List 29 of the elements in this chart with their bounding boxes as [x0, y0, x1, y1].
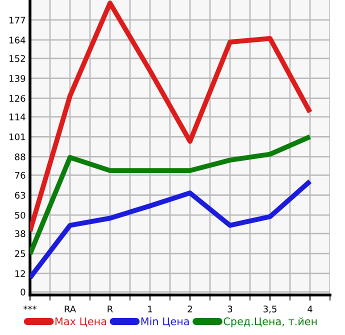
y-tick-label: 76	[15, 172, 26, 179]
line-series	[30, 0, 312, 234]
y-tick-label: 25	[15, 250, 26, 258]
y-tick-label: 152	[10, 55, 25, 62]
y-tick-label: 63	[14, 192, 26, 199]
x-tick-label: 4	[308, 306, 312, 312]
x-tick-label: RA	[64, 306, 76, 312]
x-tick-label: 3,5	[264, 306, 276, 314]
legend-label: Сред.Цена, т.йен	[224, 317, 317, 328]
y-tick-label: 101	[10, 133, 25, 140]
legend-label: Max Цена	[55, 318, 106, 327]
y-tick-label: 88	[14, 153, 26, 160]
line-series	[30, 134, 312, 257]
y-tick-label: 164	[10, 36, 26, 44]
y-tick-label: 126	[10, 95, 26, 102]
x-tick-label: 1	[148, 306, 152, 312]
y-tick-label: 0	[20, 288, 26, 296]
line-series	[30, 178, 312, 280]
y-tick-label: 12	[15, 270, 25, 277]
x-tick-label: ***	[24, 306, 36, 310]
y-tick-label: 177	[10, 16, 26, 24]
y-tick-label: 38	[15, 230, 26, 238]
x-tick-label: 3	[228, 306, 232, 312]
x-tick-label: R	[108, 306, 113, 312]
legend-label: Min Цена	[141, 317, 189, 327]
y-tick-label: 114	[10, 114, 26, 120]
x-tick-label: 2	[188, 306, 192, 312]
y-tick-label: 50	[15, 212, 26, 219]
y-tick-label: 139	[10, 75, 26, 82]
